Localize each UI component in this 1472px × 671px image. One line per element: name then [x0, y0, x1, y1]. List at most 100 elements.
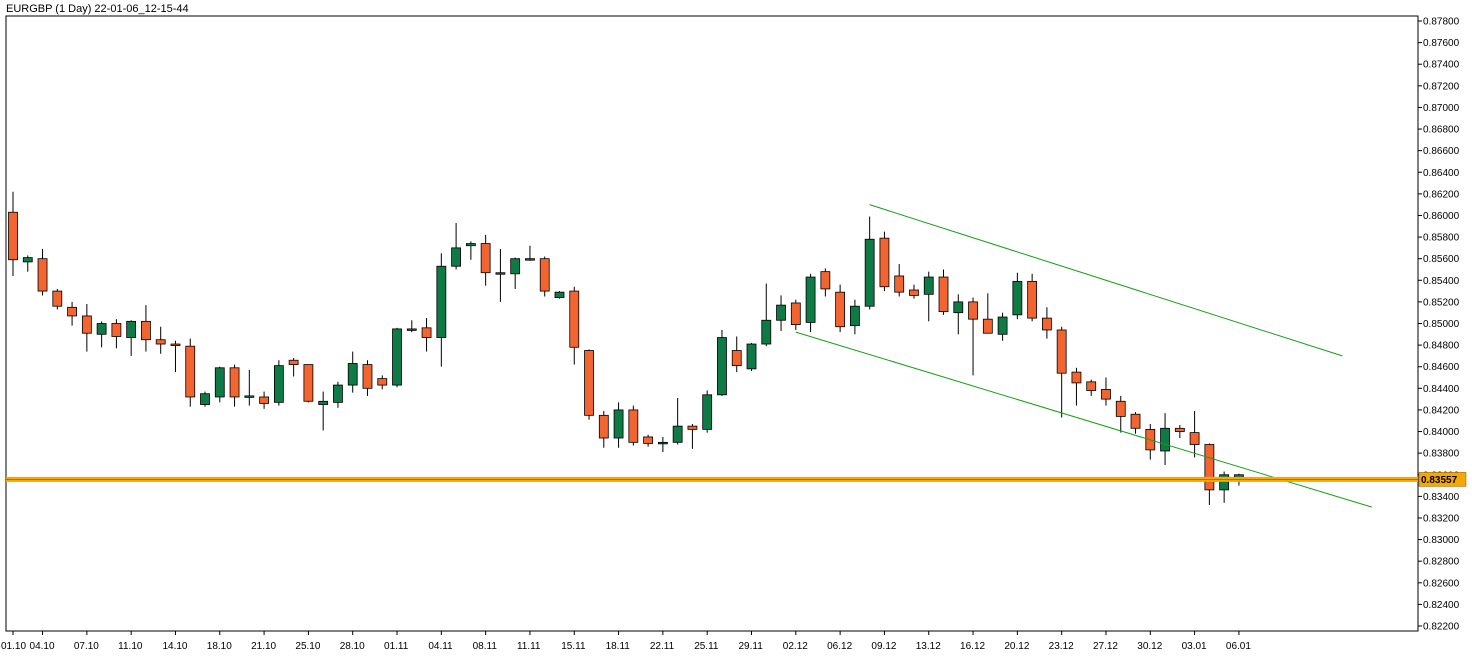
candle-body-bear: [1027, 280, 1038, 319]
y-tick-label: 0.85200: [1423, 297, 1460, 308]
y-tick-label: 0.82400: [1423, 600, 1460, 611]
candle: [879, 231, 890, 292]
candle-body-bear: [480, 243, 491, 274]
candle: [820, 268, 831, 297]
candle-body-bull: [436, 265, 447, 338]
x-tick-label: 25.11: [694, 641, 719, 652]
x-tick-label: 04.11: [428, 641, 453, 652]
candle: [894, 264, 905, 297]
y-tick-label: 0.87800: [1423, 17, 1460, 28]
candle: [495, 248, 506, 302]
candle-body-bull: [200, 393, 210, 405]
candle: [968, 297, 978, 376]
candle: [1086, 379, 1097, 396]
y-tick-label: 0.83800: [1423, 449, 1460, 460]
candle-body-bull: [923, 276, 934, 295]
candle-body-bear: [1101, 389, 1111, 400]
candle-body-bear: [141, 320, 151, 341]
candle-body-bull: [406, 328, 417, 331]
x-axis: 01.10 04.10 07.10 11.10 14.10 18.10 21.10 25.10…: [1, 631, 1251, 652]
candle-body-bear: [52, 290, 63, 307]
candle-body-bear: [259, 396, 269, 404]
candle: [333, 381, 343, 408]
candle: [657, 436, 668, 453]
x-tick-label: 04.10: [30, 641, 55, 652]
candle: [702, 390, 713, 433]
candle: [982, 293, 993, 334]
y-tick-label: 0.84000: [1423, 427, 1460, 438]
candle: [1042, 307, 1052, 339]
candle: [1012, 272, 1023, 320]
x-tick-label: 02.12: [783, 641, 808, 652]
candle-body-bull: [849, 305, 860, 327]
y-tick-label: 0.82800: [1423, 557, 1460, 568]
candle-body-bear: [170, 343, 181, 346]
candle-body-bear: [1086, 381, 1097, 391]
candle: [392, 327, 402, 388]
candle: [170, 340, 181, 373]
x-tick-label: 09.12: [871, 641, 896, 652]
y-tick-label: 0.83200: [1423, 513, 1460, 524]
candle: [214, 366, 225, 403]
candle: [628, 405, 639, 446]
candle-body-bull: [347, 363, 358, 386]
candle: [746, 342, 757, 372]
candle-body-bear: [835, 291, 846, 328]
y-tick-label: 0.85800: [1423, 233, 1460, 244]
x-tick-label: 29.11: [739, 641, 764, 652]
candle: [1071, 367, 1082, 406]
candle: [1027, 273, 1038, 322]
candle-body-bear: [303, 364, 314, 402]
candle: [480, 234, 491, 286]
x-tick-label: 01.10: [1, 641, 26, 652]
trendlines-group: [6, 204, 1418, 508]
candle: [303, 364, 314, 403]
candle: [200, 391, 210, 407]
x-tick-label: 08.11: [473, 641, 498, 652]
candle: [141, 305, 151, 352]
candle: [643, 434, 654, 447]
candle: [1174, 425, 1185, 439]
y-tick-label: 0.82600: [1423, 578, 1460, 589]
x-tick-label: 13.12: [916, 641, 941, 652]
candle: [584, 349, 594, 420]
candle: [273, 360, 284, 406]
x-tick-label: 30.12: [1137, 641, 1162, 652]
candle-body-bear: [8, 211, 18, 261]
candle-body-bull: [672, 425, 683, 443]
candle: [923, 271, 934, 322]
candle: [790, 299, 801, 330]
x-tick-label: 06.01: [1226, 641, 1251, 652]
candles-group: [8, 191, 1244, 505]
candle: [347, 351, 358, 393]
y-tick-label: 0.87000: [1423, 103, 1460, 114]
candle: [510, 257, 521, 289]
candle-body-bull: [805, 276, 816, 323]
candle: [421, 318, 432, 352]
candle-body-bull: [1012, 280, 1023, 316]
candle-body-bull: [96, 323, 107, 335]
candle-body-bull: [525, 258, 535, 261]
y-tick-label: 0.86600: [1423, 146, 1460, 157]
plot-frame: [5, 15, 1419, 632]
candle: [805, 273, 816, 333]
candle-body-bull: [126, 320, 137, 338]
candle-body-bear: [968, 301, 978, 320]
x-tick-label: 23.12: [1049, 641, 1074, 652]
candle-body-bear: [539, 258, 550, 292]
candle-body-bull: [510, 258, 521, 275]
candle-body-bull: [1160, 427, 1170, 452]
candle: [362, 360, 373, 396]
x-tick-label: 22.11: [650, 641, 675, 652]
x-tick-label: 28.10: [340, 641, 365, 652]
candle-body-bear: [938, 276, 949, 313]
x-tick-label: 21.10: [251, 641, 276, 652]
candle: [81, 304, 92, 352]
candle-body-bear: [1115, 400, 1126, 417]
x-tick-label: 18.11: [606, 641, 631, 652]
candle-body-bull: [761, 319, 772, 345]
candle-body-bear: [879, 237, 890, 288]
y-tick-label: 0.87600: [1423, 38, 1460, 49]
candle-body-bear: [362, 364, 373, 389]
